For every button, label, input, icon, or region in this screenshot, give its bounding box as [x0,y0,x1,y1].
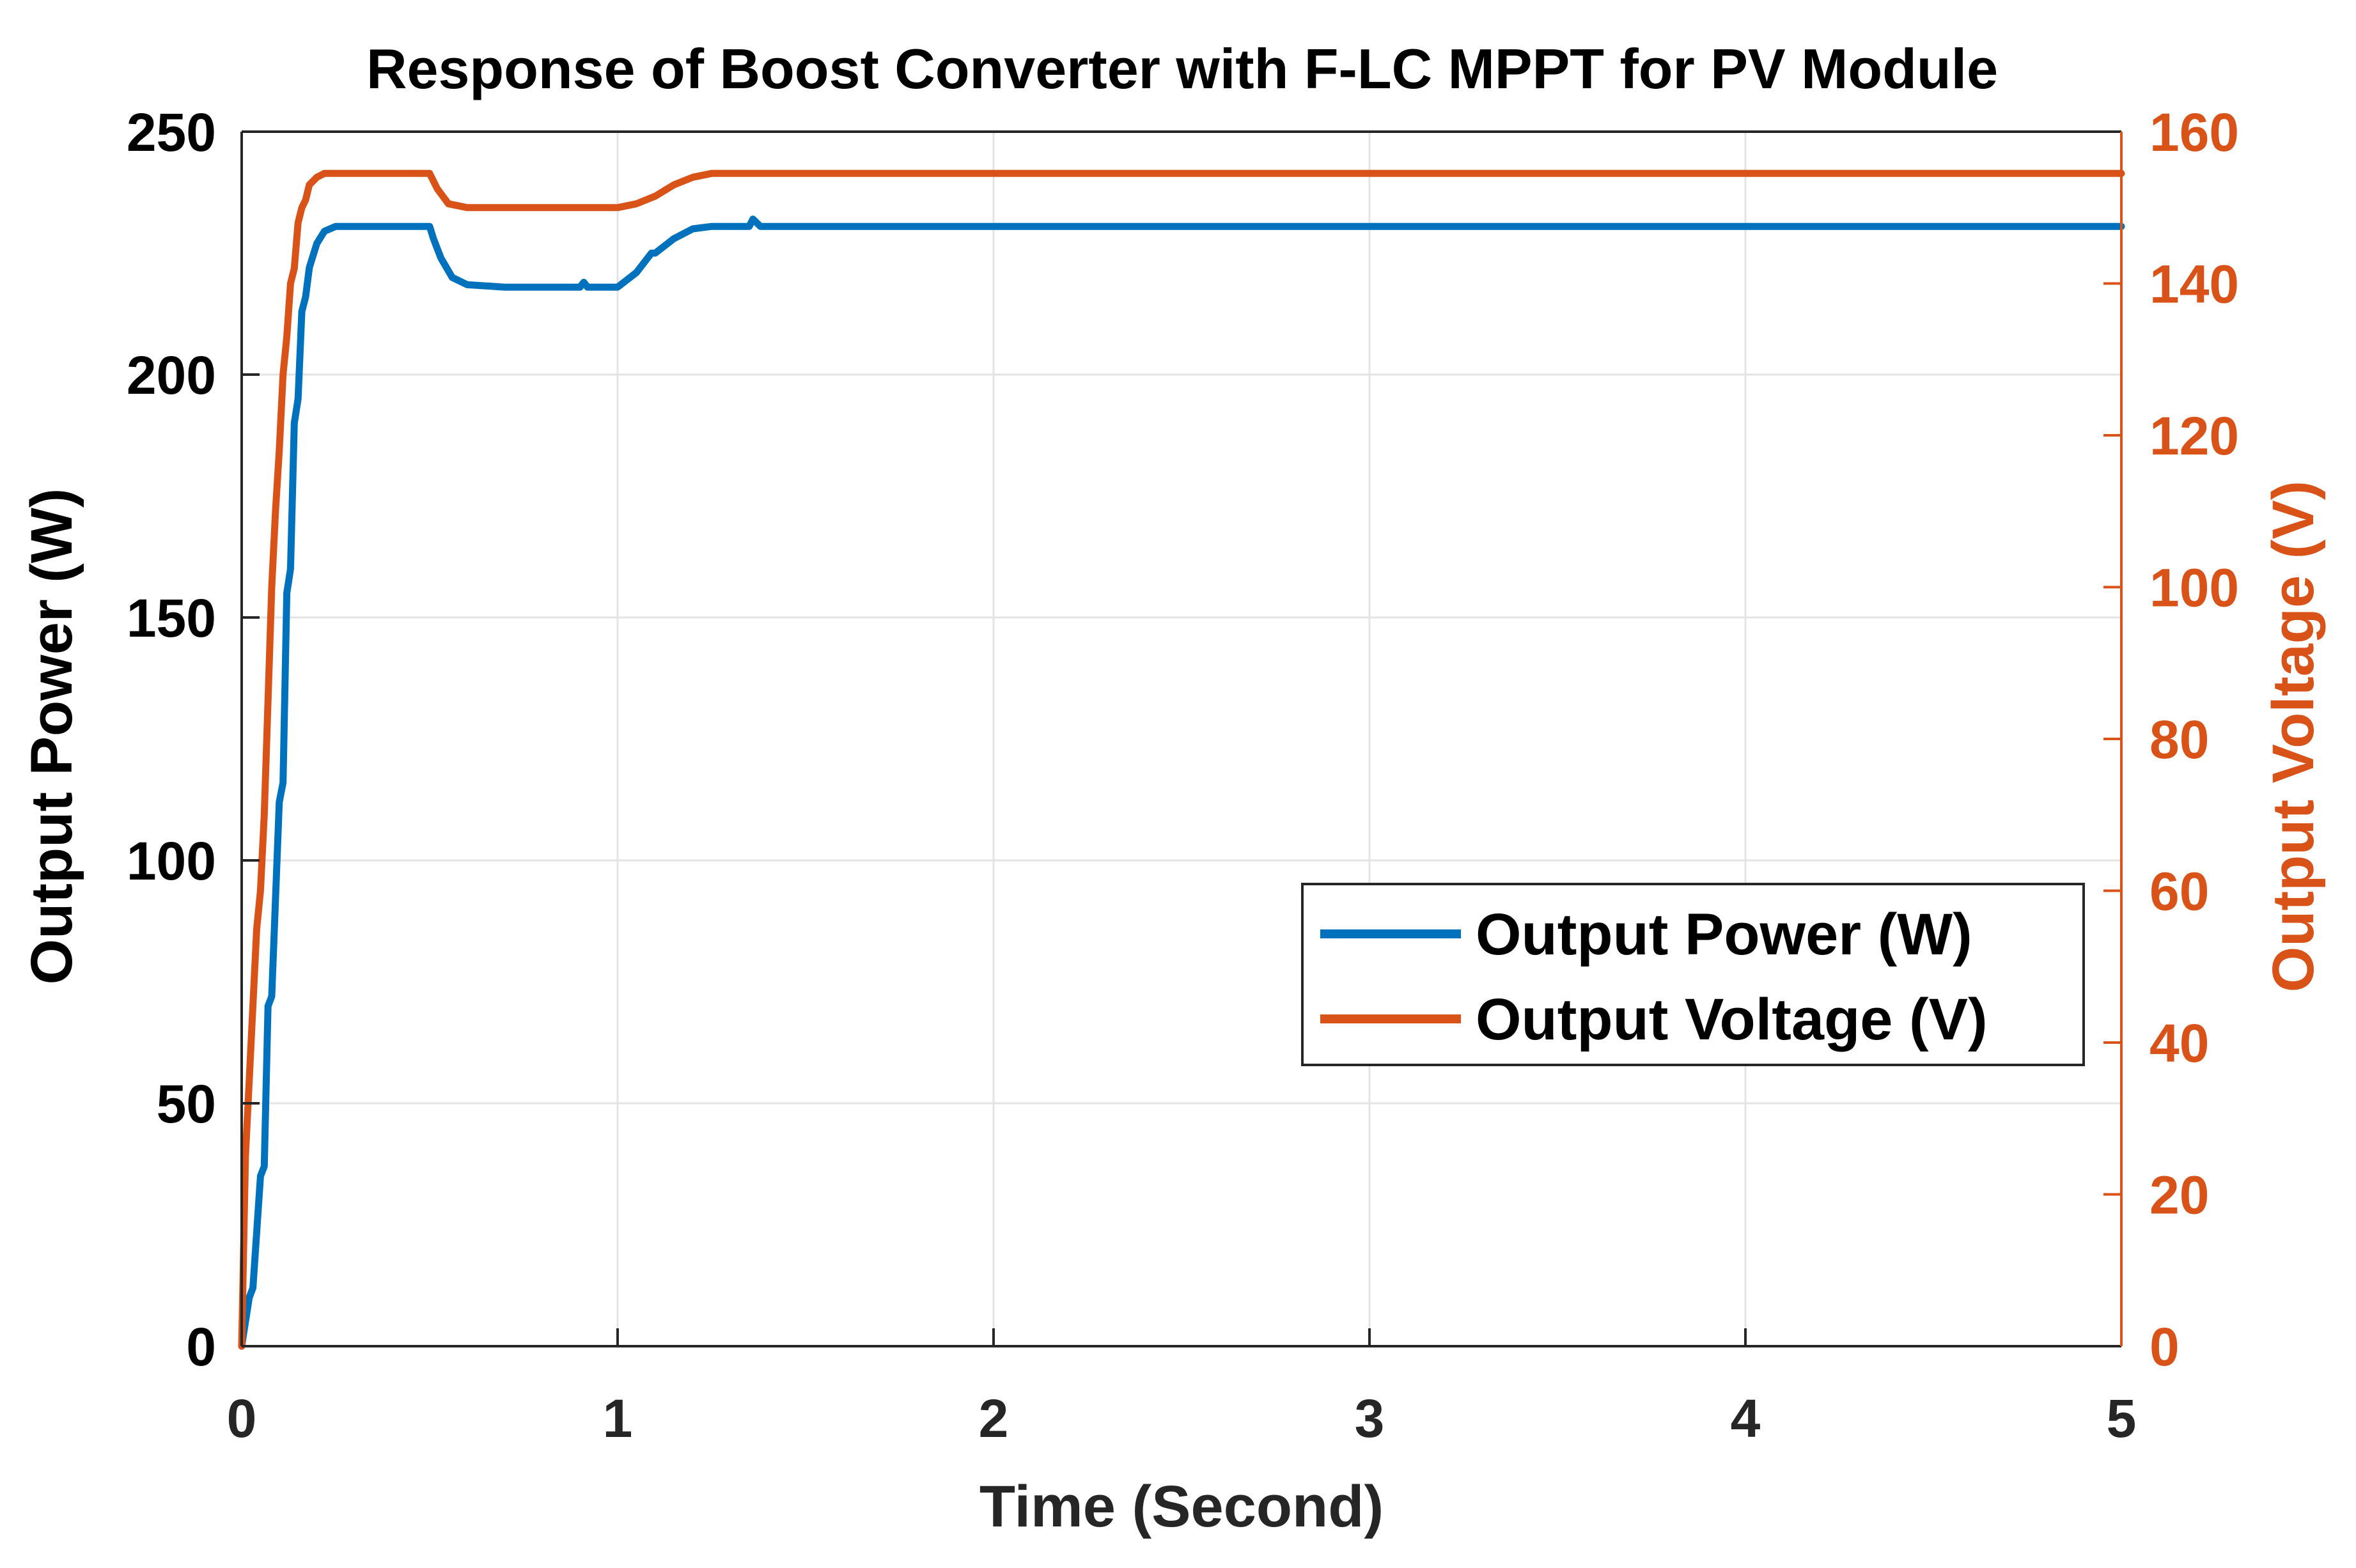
left-tick-label: 250 [127,102,216,162]
right-axis-label: Output Voltage (V) [2261,481,2326,993]
series-layer [238,169,2125,1350]
legend-box [1301,883,2085,1066]
right-tick-label: 140 [2149,254,2239,314]
chart-title: Response of Boost Converter with F-LC MP… [366,37,1998,100]
left-axis-label: Output Power (W) [19,488,84,985]
left-tick-label: 100 [127,831,216,891]
right-tick-label: 120 [2149,406,2239,466]
x-tick-label: 3 [1355,1388,1385,1448]
x-tick-label: 0 [227,1388,257,1448]
legend-label-output-power: Output Power (W) [1476,902,1972,967]
axes-layer: 0 1 2 3 4 50501001502002500204060801001201401… [127,102,2239,1448]
x-tick-label: 2 [979,1388,1009,1448]
x-tick-label: 1 [603,1388,633,1448]
legend: Output Power (W) Output Voltage (V) [1301,883,2085,1066]
right-tick-label: 100 [2149,558,2239,618]
left-tick-label: 50 [157,1074,216,1134]
series-line-output-voltage [238,169,2125,1350]
x-axis-label: Time (Second) [979,1474,1384,1539]
left-tick-label: 0 [186,1317,216,1377]
right-tick-label: 40 [2149,1013,2209,1073]
right-tick-label: 0 [2149,1317,2180,1377]
grid-layer [240,130,2123,1347]
plot-area [242,132,2121,1346]
right-tick-label: 20 [2149,1165,2209,1225]
series-line-output-power [238,215,2125,1350]
legend-label-output-voltage: Output Voltage (V) [1476,987,1988,1052]
right-tick-label: 160 [2149,102,2239,162]
x-tick-label: 4 [1731,1388,1761,1448]
right-tick-label: 60 [2149,862,2209,922]
right-tick-label: 80 [2149,710,2209,770]
left-tick-label: 150 [127,588,216,648]
x-tick-label: 5 [2107,1388,2137,1448]
left-tick-label: 200 [127,345,216,405]
